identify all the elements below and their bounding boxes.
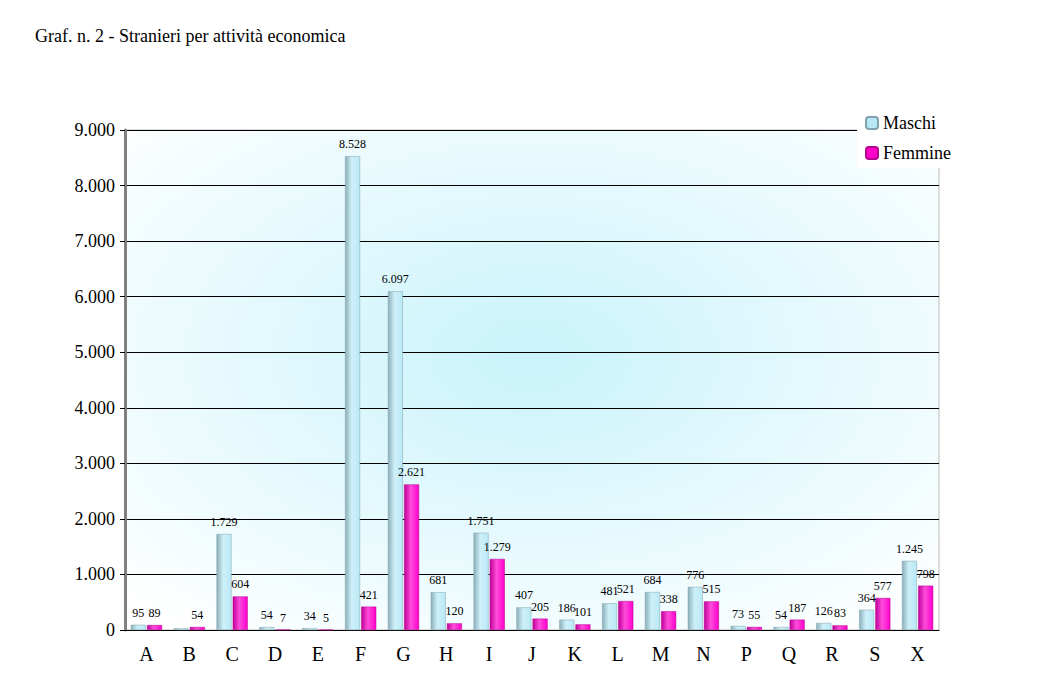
svg-text:120: 120 <box>445 604 463 618</box>
svg-text:M: M <box>652 643 670 665</box>
svg-text:K: K <box>568 643 583 665</box>
svg-text:577: 577 <box>874 579 892 593</box>
svg-text:681: 681 <box>429 573 447 587</box>
svg-text:55: 55 <box>748 608 760 622</box>
svg-text:126: 126 <box>815 604 833 618</box>
svg-text:101: 101 <box>574 605 592 619</box>
svg-text:54: 54 <box>261 608 273 622</box>
svg-text:1.279: 1.279 <box>484 540 511 554</box>
svg-text:798: 798 <box>917 567 935 581</box>
svg-text:186: 186 <box>557 600 576 615</box>
svg-text:D: D <box>268 643 282 665</box>
svg-text:Graf. n. 2 - Stranieri per att: Graf. n. 2 - Stranieri per attività econ… <box>35 26 345 46</box>
svg-text:Maschi: Maschi <box>883 113 936 133</box>
svg-text:S: S <box>869 643 880 665</box>
svg-text:54: 54 <box>191 608 203 622</box>
svg-text:8.000: 8.000 <box>75 176 116 196</box>
svg-text:L: L <box>612 643 624 665</box>
svg-text:515: 515 <box>702 582 720 596</box>
svg-text:83: 83 <box>834 606 846 620</box>
svg-text:Q: Q <box>782 643 797 665</box>
svg-text:1.729: 1.729 <box>211 515 238 529</box>
svg-text:7.000: 7.000 <box>75 231 116 251</box>
svg-text:54: 54 <box>775 608 787 622</box>
svg-text:C: C <box>225 643 238 665</box>
svg-text:34: 34 <box>304 609 316 623</box>
svg-text:5.000: 5.000 <box>75 342 116 362</box>
svg-text:407: 407 <box>514 588 533 603</box>
svg-text:205: 205 <box>531 600 549 614</box>
svg-text:89: 89 <box>149 606 161 620</box>
svg-text:776: 776 <box>686 568 704 582</box>
svg-text:P: P <box>741 643 752 665</box>
svg-text:1.000: 1.000 <box>75 564 116 584</box>
svg-text:G: G <box>396 643 410 665</box>
svg-text:I: I <box>486 643 493 665</box>
svg-text:R: R <box>825 643 839 665</box>
svg-text:X: X <box>910 643 925 665</box>
svg-text:0: 0 <box>106 620 115 640</box>
svg-text:N: N <box>696 643 710 665</box>
svg-text:2.621: 2.621 <box>398 465 425 479</box>
svg-text:364: 364 <box>857 590 876 605</box>
svg-text:2.000: 2.000 <box>75 509 116 529</box>
svg-text:604: 604 <box>231 577 249 591</box>
svg-text:421: 421 <box>360 588 378 602</box>
svg-text:A: A <box>139 643 154 665</box>
svg-text:J: J <box>528 643 536 665</box>
svg-text:Femmine: Femmine <box>883 143 951 163</box>
svg-text:6.000: 6.000 <box>75 287 116 307</box>
svg-text:3.000: 3.000 <box>75 453 116 473</box>
svg-text:338: 338 <box>660 592 678 606</box>
svg-text:8.528: 8.528 <box>339 137 366 151</box>
svg-text:9.000: 9.000 <box>75 120 116 140</box>
svg-text:H: H <box>439 643 453 665</box>
svg-text:95: 95 <box>132 606 144 620</box>
svg-text:5: 5 <box>323 611 329 625</box>
svg-text:1.751: 1.751 <box>468 514 495 528</box>
svg-text:E: E <box>312 643 324 665</box>
svg-text:7: 7 <box>280 611 286 625</box>
svg-text:73: 73 <box>732 607 744 621</box>
svg-text:1.245: 1.245 <box>896 542 923 556</box>
svg-text:4.000: 4.000 <box>75 398 116 418</box>
svg-text:F: F <box>355 643 366 665</box>
svg-text:6.097: 6.097 <box>382 272 409 286</box>
svg-text:481: 481 <box>600 584 619 599</box>
svg-text:B: B <box>183 643 196 665</box>
svg-text:684: 684 <box>643 573 661 587</box>
svg-text:521: 521 <box>617 582 635 596</box>
svg-text:187: 187 <box>788 601 806 615</box>
